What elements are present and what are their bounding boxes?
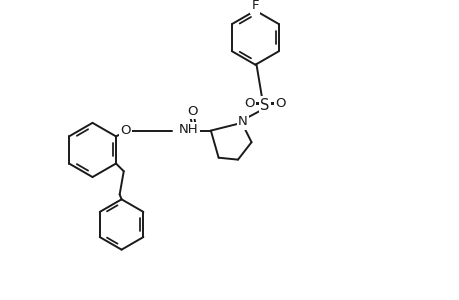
Text: O: O [244,97,254,110]
Text: O: O [120,124,131,137]
Text: S: S [260,98,269,113]
Text: F: F [251,0,258,12]
Text: O: O [187,105,197,118]
Text: NH: NH [179,123,198,136]
Text: O: O [275,97,285,110]
Text: N: N [237,116,247,128]
